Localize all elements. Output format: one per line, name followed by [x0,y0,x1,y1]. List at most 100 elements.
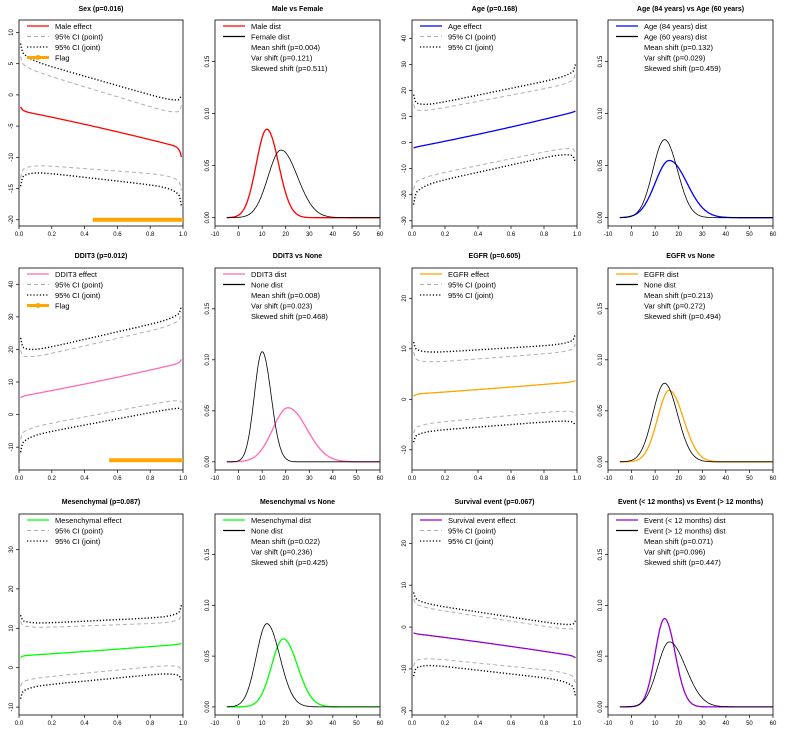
y-tick-label: 5 [9,61,15,65]
x-tick-label: 20 [675,721,682,727]
x-tick-label: 50 [746,721,753,727]
x-tick-label: 0.6 [507,232,516,238]
x-tick-label: 0.6 [113,476,122,482]
plot-frame [411,267,578,471]
series-line [19,172,183,207]
plot-frame [214,513,381,716]
plot-frame [411,513,578,716]
series-line [413,658,576,683]
x-tick-label: 0.2 [441,232,450,238]
x-tick-label: 10 [259,721,266,727]
x-tick-label: 0.8 [146,476,155,482]
y-tick-label: 0.15 [205,548,211,560]
x-tick-label: 0.4 [80,476,89,482]
x-tick-label: 10 [652,476,659,482]
x-tick-label: 40 [330,476,337,482]
x-tick-label: 0.4 [474,232,483,238]
plot-frame [607,19,774,227]
panel-1: Sex (p=0.016) 0.0 0.2 0.4 0.6 0.8 1.0 -20 -15 -10… [9,6,188,238]
panel-6: DDIT3 vs None -10 0 10 20 30 40 50 60 0.00 0.05 0.1… [205,253,384,482]
legend-label: Skewed shift (p=0.447) [644,558,721,567]
x-tick-label: 0 [237,721,241,727]
x-tick-label: 0.8 [540,232,549,238]
panel-title: DDIT3 vs None [273,253,323,260]
x-tick-label: 30 [699,476,706,482]
x-tick-label: 60 [770,232,777,238]
plot-area [19,604,183,699]
legend-label: None dist [644,281,677,290]
legend-label: Mean shift (p=0.004) [251,43,321,52]
legend-label: Mean shift (p=0.213) [644,291,714,300]
y-tick-label: 0 [9,93,15,97]
legend-label: Male dist [251,22,282,31]
legend-label: Event (> 12 months) dist [644,527,726,536]
legend-label: Mean shift (p=0.008) [251,291,321,300]
x-tick-label: -10 [211,721,220,727]
panel-10: Mesenchymal vs None -10 0 10 20 30 40 50 60 0.00 0… [205,499,384,727]
panel-title: EGFR vs None [666,253,715,260]
x-tick-label: 1.0 [573,476,582,482]
series-line [413,73,576,111]
x-tick-label: 50 [353,232,360,238]
x-tick-label: 0.6 [507,476,516,482]
x-tick-label: 0.0 [408,476,417,482]
x-tick-label: 1.0 [573,721,582,727]
plot-area [412,333,577,443]
y-tick-label: 0 [9,665,15,669]
panel-4: Age (84 years) vs Age (60 years) -10 0 10 20… [598,6,777,238]
x-tick-label: 20 [675,232,682,238]
legend-label: 95% CI (point) [55,527,103,536]
legend-label: Var shift (p=0.236) [251,548,313,557]
plot-area [619,382,773,463]
plot-area [19,43,183,222]
y-tick-label: 10 [9,28,15,35]
x-tick-label: 10 [652,721,659,727]
panel-title: Event (< 12 months) vs Event (> 12 month… [618,499,763,506]
y-tick-label: 30 [9,313,15,320]
legend-label: Skewed shift (p=0.511) [251,64,328,73]
x-tick-label: 1.0 [179,476,188,482]
series-line [20,56,182,113]
panel-8: EGFR vs None -10 0 10 20 30 40 50 60 0.00 0.05 0.10… [598,253,777,482]
y-tick-label: 0 [9,412,15,416]
legend-label: Mesenchymal effect [55,516,122,525]
x-tick-label: 0.2 [48,476,57,482]
x-tick-label: 1.0 [573,232,582,238]
legend-label: 95% CI (joint) [448,43,494,52]
legend-label: Age (84 years) dist [644,22,708,31]
panel-title: Survival event (p=0.067) [455,499,535,506]
y-tick-label: 0.15 [598,548,604,560]
y-tick-label: 0.05 [598,159,604,171]
y-tick-label: 0.00 [598,455,604,467]
x-tick-label: 0.0 [15,232,24,238]
plot-frame [214,267,381,471]
plot-area [619,617,773,708]
x-tick-label: 0.8 [146,721,155,727]
x-tick-label: 0.6 [113,721,122,727]
legend-label: Skewed shift (p=0.459) [644,64,721,73]
legend-label: Var shift (p=0.029) [644,54,706,63]
panel-5: DDIT3 (p=0.012) 0.0 0.2 0.4 0.6 0.8 1.0 -10 0 10 2… [9,253,188,482]
panel-3: Age (p=0.168) 0.0 0.2 0.4 0.6 0.8 1.0 -30 -20 -10… [402,6,582,238]
plot-frame [214,19,381,227]
plot-area [226,623,380,708]
legend-label: EGFR effect [448,270,490,279]
y-tick-label: 10 [9,624,15,631]
panel-11: Survival event (p=0.067) 0.0 0.2 0.4 0.6 0.8 1… [402,499,582,727]
y-tick-label: -10 [9,702,15,711]
x-tick-label: 0.2 [48,232,57,238]
panel-title: DDIT3 (p=0.012) [75,253,128,260]
legend-label: Event (< 12 months) dist [644,516,726,525]
x-tick-label: 40 [330,232,337,238]
y-tick-label: 0.15 [598,302,604,314]
series-line [412,153,577,205]
x-tick-label: 0 [237,476,241,482]
y-tick-label: 30 [9,545,15,552]
legend-label: EGFR dist [644,270,680,279]
density-line [226,351,380,463]
y-tick-label: 0 [402,625,408,629]
y-tick-label: 0.15 [205,55,211,67]
y-tick-label: 0.00 [598,211,604,223]
y-tick-label: 0.00 [205,455,211,467]
y-tick-label: -10 [9,152,15,161]
